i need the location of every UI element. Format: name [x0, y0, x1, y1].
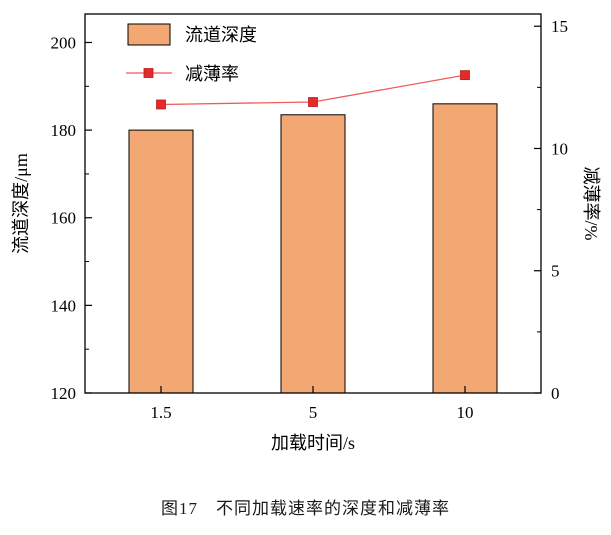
marker-square-1.5: [156, 99, 166, 110]
y-right-tick-label: 15: [551, 17, 568, 36]
x-tick-label: 10: [457, 403, 474, 422]
x-axis-label: 加载时间/s: [271, 433, 355, 453]
y-right-tick-label: 10: [551, 139, 568, 158]
x-tick-label: 5: [309, 403, 318, 422]
x-tick-label: 1.5: [150, 403, 171, 422]
y-axis-label-right: 减薄率/%: [581, 167, 601, 241]
y-left-tick-label: 160: [51, 209, 77, 228]
y-left-tick-label: 200: [51, 33, 77, 52]
legend-label-depth: 流道深度: [185, 25, 257, 45]
bar-line-chart: 120 140 160 180 200 0 5 10 15 1.5 5 10 流道深度/μm 减薄率/% 加…: [11, 13, 601, 453]
bar-5: [280, 114, 346, 394]
y-right-tick-label: 0: [551, 384, 560, 403]
y-axis-label-left: 流道深度/μm: [11, 153, 31, 254]
bar-1.5: [128, 129, 194, 394]
marker-square-5: [308, 97, 318, 107]
bar-10: [432, 103, 498, 394]
legend-swatch-bar: [127, 23, 171, 46]
figure-caption: 图17 不同加载速率的深度和减薄率: [161, 499, 450, 518]
legend-label-rate: 减薄率: [185, 64, 239, 84]
y-right-tick-label: 5: [551, 262, 560, 281]
y-left-tick-label: 140: [51, 296, 77, 315]
legend-marker-square: [143, 68, 154, 78]
y-left-tick-label: 120: [51, 384, 77, 403]
y-left-tick-label: 180: [51, 121, 77, 140]
marker-square-10: [460, 70, 470, 81]
